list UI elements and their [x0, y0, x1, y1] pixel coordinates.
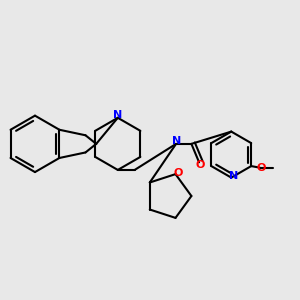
Text: O: O — [196, 160, 205, 170]
Text: N: N — [229, 171, 239, 181]
Text: O: O — [256, 163, 266, 173]
Text: N: N — [172, 136, 181, 146]
Text: O: O — [173, 168, 183, 178]
Text: N: N — [113, 110, 122, 120]
